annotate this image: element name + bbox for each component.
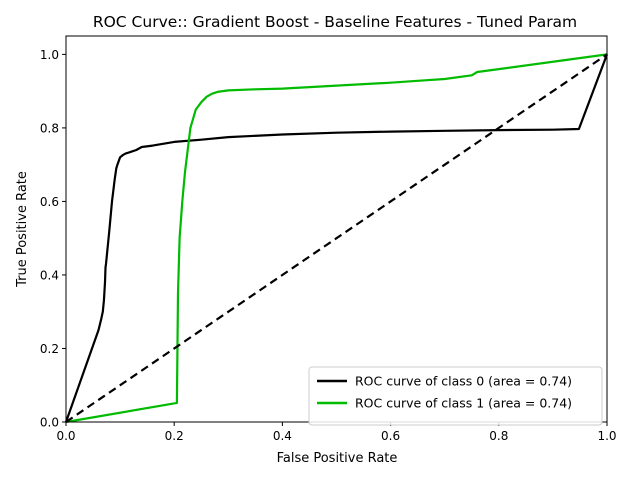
x-tick-label: 0.2 [165, 429, 184, 443]
legend-label: ROC curve of class 0 (area = 0.74) [355, 374, 572, 389]
plot-area: 0.0 0.2 0.4 0.6 0.8 1.0 0.0 0.2 0.4 0.6 0.8 1.0 ROC … [40, 35, 617, 443]
legend: ROC curve of class 0 (area = 0.74) ROC cu… [308, 366, 603, 426]
x-tick-label: 0.0 [56, 429, 75, 443]
y-tick-label: 0.0 [40, 416, 59, 430]
series-line-1 [65, 53, 608, 424]
y-tick-label: 0.8 [40, 121, 59, 135]
y-tick-label: 0.6 [40, 195, 59, 209]
plot-frame [65, 35, 608, 423]
chance-diagonal-line [65, 53, 608, 423]
x-tick-label: 0.8 [489, 429, 508, 443]
y-tick-label: 0.4 [40, 268, 59, 282]
x-tick-label: 0.6 [381, 429, 400, 443]
x-tick-label: 1.0 [597, 429, 616, 443]
legend-box [308, 366, 603, 426]
series-line-0 [64, 54, 609, 423]
y-axis-label: True Positive Rate [15, 171, 30, 288]
y-tick-label: 0.2 [40, 342, 59, 356]
legend-label: ROC curve of class 1 (area = 0.74) [355, 396, 572, 411]
chart-title: ROC Curve:: Gradient Boost - Baseline Fe… [93, 13, 577, 31]
y-tick-label: 1.0 [40, 48, 59, 62]
x-axis-label: False Positive Rate [277, 451, 398, 466]
x-tick-label: 0.4 [273, 429, 292, 443]
